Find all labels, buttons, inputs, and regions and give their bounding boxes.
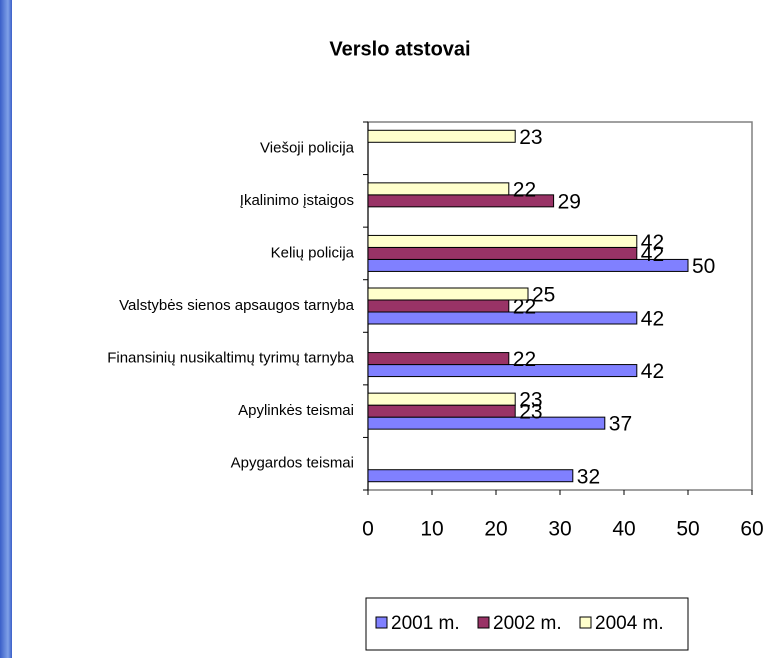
- slide: [12, 0, 778, 658]
- bar: [367, 287, 529, 301]
- value-label: 25: [532, 284, 555, 307]
- legend-label: 2001 m.: [391, 613, 460, 634]
- value-label: 23: [519, 401, 542, 424]
- chart-title: Verslo atstovai: [329, 38, 470, 60]
- x-tick-label: 0: [362, 518, 374, 541]
- value-label: 50: [692, 255, 715, 278]
- y-tick-label: Kelių policija: [271, 244, 355, 261]
- bar: [367, 416, 606, 430]
- bar: [367, 392, 516, 406]
- bar: [367, 246, 638, 260]
- value-label: 42: [641, 243, 664, 266]
- value-label: 37: [609, 413, 632, 436]
- value-label: 22: [513, 296, 536, 319]
- y-tick-label: Įkalinimo įstaigos: [240, 192, 354, 209]
- value-label: 42: [641, 360, 664, 383]
- bar: [367, 129, 516, 143]
- y-tick-label: Viešoji policija: [260, 139, 355, 156]
- legend-swatch: [375, 616, 388, 629]
- y-tick-label: Apylinkės teismai: [238, 402, 354, 419]
- bar: [367, 364, 638, 378]
- value-label: 32: [577, 465, 600, 488]
- y-tick-label: Valstybės sienos apsaugos tarnyba: [119, 297, 355, 314]
- legend-box: [365, 597, 689, 651]
- bar: [367, 234, 638, 248]
- bar: [367, 182, 510, 196]
- bar: [367, 352, 510, 366]
- value-label: 22: [513, 178, 536, 201]
- value-label: 23: [519, 126, 542, 149]
- value-label: 29: [558, 190, 581, 213]
- x-tick-label: 50: [676, 518, 699, 541]
- y-tick-label: Apygardos teismai: [231, 455, 354, 472]
- y-tick-label: Finansinių nusikaltimų tyrimų tarnyba: [107, 350, 354, 367]
- legend-swatch: [579, 616, 592, 629]
- bar: [367, 404, 516, 418]
- value-label: 42: [641, 308, 664, 331]
- bar: [367, 299, 510, 313]
- x-tick-label: 20: [484, 518, 507, 541]
- bar: [367, 311, 638, 325]
- value-label: 22: [513, 348, 536, 371]
- x-tick-label: 30: [548, 518, 571, 541]
- x-tick-label: 40: [612, 518, 635, 541]
- bar: [367, 469, 574, 483]
- value-label: 42: [641, 231, 664, 254]
- legend-label: 2004 m.: [595, 613, 664, 634]
- x-tick-label: 60: [740, 518, 763, 541]
- x-tick-label: 10: [420, 518, 443, 541]
- value-label: 23: [519, 389, 542, 412]
- legend-label: 2002 m.: [493, 613, 562, 634]
- legend-swatch: [477, 616, 490, 629]
